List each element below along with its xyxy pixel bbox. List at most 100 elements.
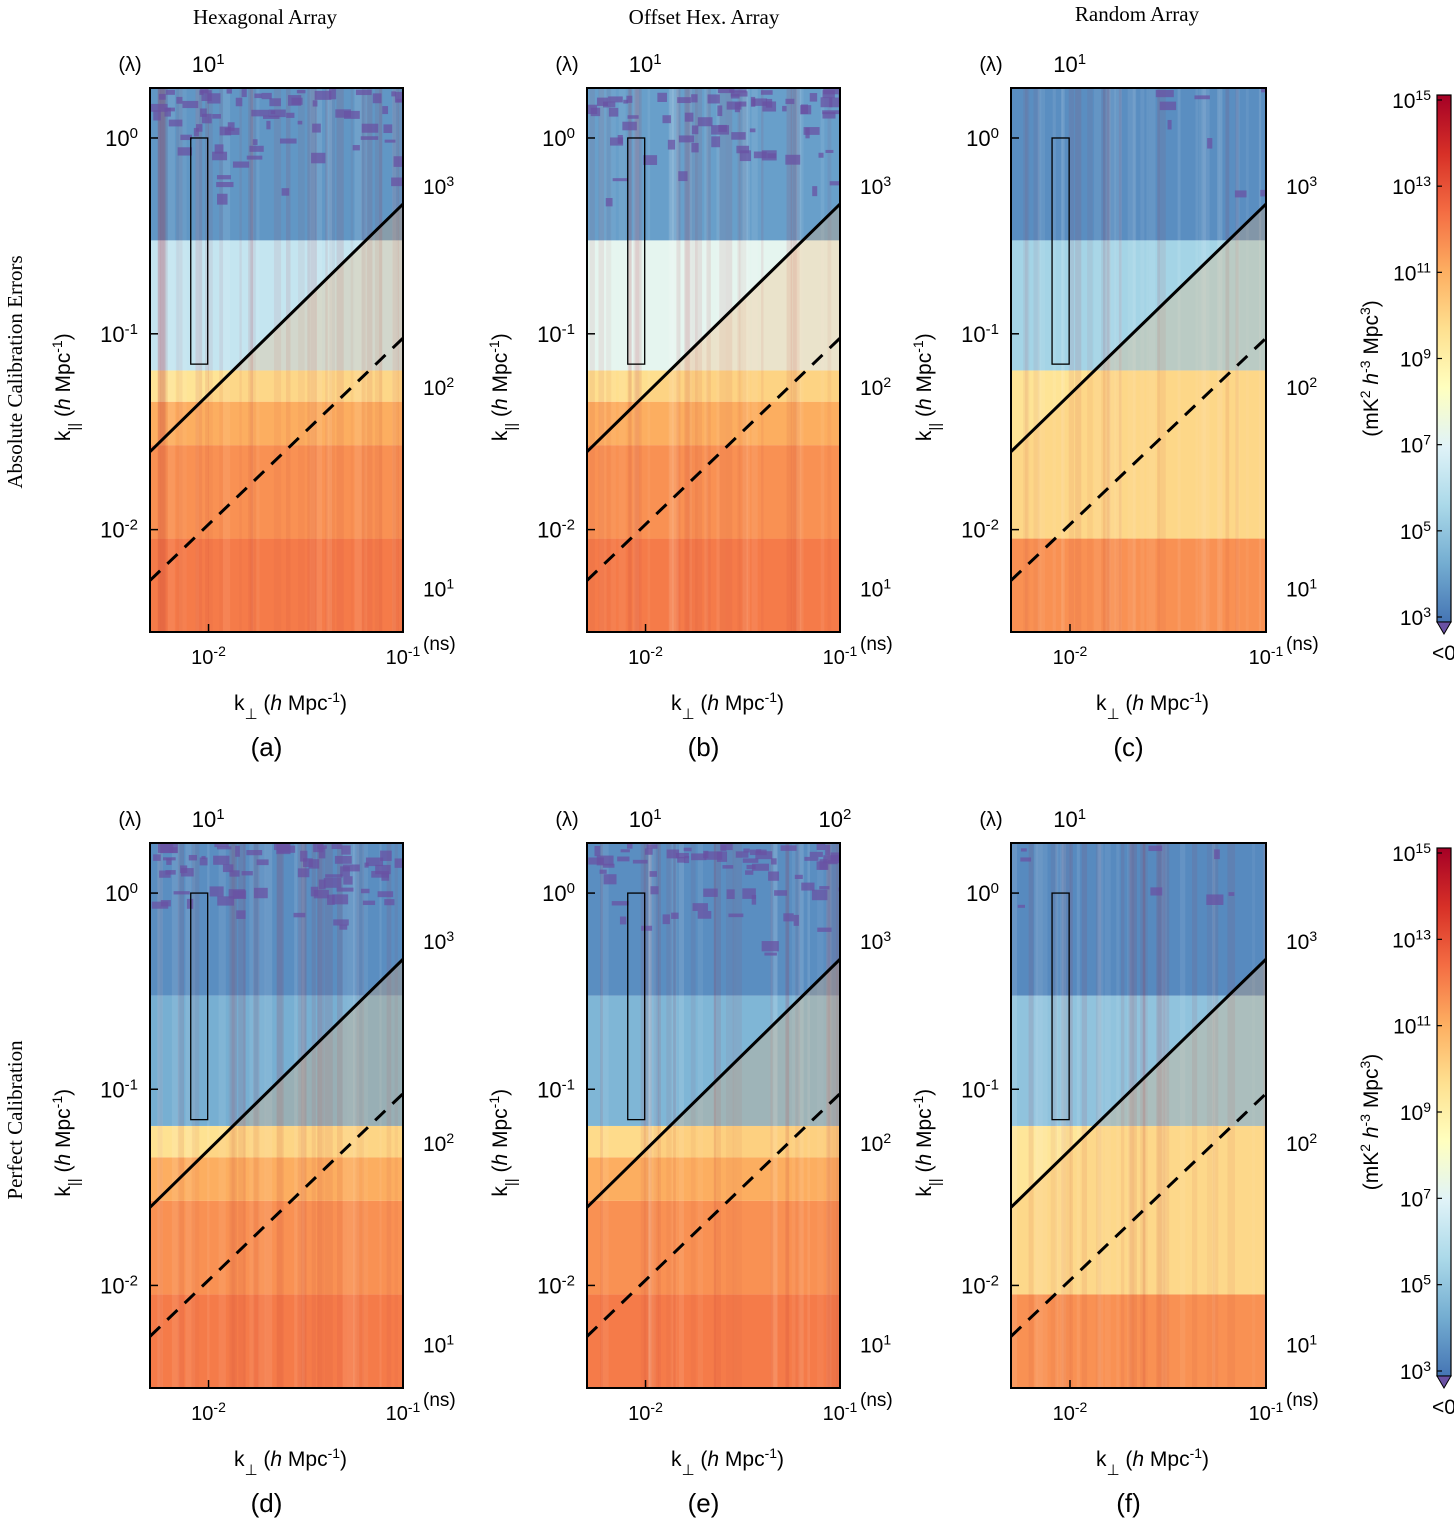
texture-stripe: [647, 88, 651, 632]
negative-patch: [650, 886, 659, 895]
top-tick-label: 101: [1053, 51, 1086, 78]
texture-stripe: [657, 843, 661, 1388]
texture-stripe: [325, 88, 328, 632]
top-axis-label: (λ): [555, 54, 578, 76]
texture-stripe: [1034, 843, 1038, 1388]
right-axis-label: (ns): [1286, 634, 1319, 655]
negative-patch: [377, 891, 394, 898]
colorbar-below-label: <0: [1432, 642, 1454, 665]
negative-patch: [829, 181, 840, 186]
negative-patch: [195, 124, 203, 132]
panel-3: 100 10-1 10-2 10-2 10-1 101 (λ) 103 102 101 (ns) k⊥…: [49, 806, 456, 1519]
texture-stripe: [325, 843, 333, 1388]
texture-stripe: [751, 88, 758, 632]
top-tick-label: 101: [192, 51, 225, 78]
negative-patch: [739, 150, 752, 162]
texture-stripe: [1066, 843, 1071, 1388]
texture-stripe: [1081, 843, 1088, 1388]
negative-patch: [745, 870, 754, 875]
texture-stripe: [1037, 88, 1042, 632]
texture-stripe: [742, 88, 749, 632]
texture-stripe: [632, 88, 640, 632]
texture-stripe: [157, 843, 163, 1388]
negative-patch: [753, 151, 767, 159]
negative-patch: [180, 868, 194, 877]
negative-patch: [743, 848, 750, 853]
negative-patch: [332, 894, 349, 905]
texture-stripe: [1116, 843, 1120, 1388]
texture-stripe: [1129, 843, 1137, 1388]
panels-group: 100 10-1 10-2 10-2 10-1 101 (λ) 103 102 101 (ns) k⊥…: [49, 51, 1319, 1519]
eor-window-box: [190, 892, 209, 1121]
panel-1: 100 10-1 10-2 10-2 10-1 101 (λ) 103 102 101 (ns) k⊥…: [486, 51, 893, 763]
negative-patch: [751, 894, 757, 905]
negative-patch: [236, 910, 246, 919]
column-title-offset-hex: Offset Hex. Array: [629, 5, 780, 29]
negative-patch: [717, 88, 735, 94]
negative-patch: [355, 89, 372, 96]
texture-stripe: [329, 88, 335, 632]
texture-stripe: [1094, 88, 1102, 632]
top-axis-label: (λ): [118, 54, 141, 76]
negative-patch: [222, 864, 234, 873]
texture-stripe: [1050, 843, 1057, 1388]
right-tick-label: 103: [423, 173, 454, 199]
texture-stripe: [1061, 843, 1067, 1388]
negative-patch: [683, 847, 692, 852]
negative-patch: [793, 914, 799, 926]
right-axis-label: (ns): [860, 1390, 893, 1411]
negative-patch: [160, 900, 171, 907]
negative-patch: [764, 952, 777, 956]
negative-patch: [751, 863, 770, 871]
panel-2: 100 10-1 10-2 10-2 10-1 101 (λ) 103 102 101 (ns) k⊥…: [910, 51, 1319, 763]
texture-stripe: [670, 843, 674, 1388]
y-tick-label: 10-2: [537, 1272, 575, 1299]
texture-stripe: [250, 88, 254, 632]
negative-patch: [325, 874, 343, 878]
horizon-line: [1011, 202, 1266, 453]
negative-patch: [1207, 138, 1213, 149]
y-axis-label: k|| (h Mpc-1): [486, 1089, 520, 1197]
negative-patch: [166, 858, 172, 865]
wedge-region: [150, 204, 403, 632]
x-tick-label: 10-1: [1249, 1399, 1284, 1425]
negative-patch: [281, 188, 290, 196]
texture-stripe: [1140, 88, 1145, 632]
negative-patch: [308, 859, 320, 869]
texture-stripe: [827, 88, 832, 632]
negative-patch: [186, 898, 194, 909]
texture-stripe: [195, 88, 203, 632]
texture-stripe: [1076, 843, 1080, 1388]
negative-patch: [296, 89, 306, 94]
negative-patch: [313, 843, 324, 853]
texture-stripe: [1216, 88, 1223, 632]
texture-stripe: [1156, 843, 1163, 1388]
texture-stripe: [796, 88, 802, 632]
negative-patch: [684, 855, 690, 864]
y-tick-label: 10-1: [100, 320, 138, 347]
negative-patch: [336, 887, 354, 892]
negative-patch: [232, 161, 250, 168]
negative-patch: [800, 105, 812, 115]
texture-stripe: [640, 843, 646, 1388]
texture-stripe: [1235, 88, 1239, 632]
negative-patch: [626, 843, 633, 849]
texture-stripe: [648, 843, 652, 1388]
texture-stripe: [356, 843, 365, 1388]
colorbar-tick-label: 105: [1400, 1272, 1431, 1298]
right-axis-label: (ns): [1286, 1390, 1319, 1411]
texture-stripe: [648, 843, 653, 1388]
texture-stripe: [1059, 843, 1064, 1388]
negative-patch: [1150, 887, 1163, 896]
right-tick-label: 103: [1286, 928, 1317, 954]
negative-patch: [153, 110, 161, 121]
texture-stripe: [1198, 88, 1203, 632]
negative-patch: [311, 152, 326, 164]
texture-stripe: [672, 88, 679, 632]
colorbar-tick-label: 109: [1400, 1099, 1431, 1125]
y-axis-label: k|| (h Mpc-1): [49, 333, 83, 441]
y-tick-label: 100: [542, 124, 575, 151]
texture-stripe: [301, 843, 308, 1388]
negative-patch: [339, 924, 348, 930]
negative-patch: [728, 913, 744, 918]
